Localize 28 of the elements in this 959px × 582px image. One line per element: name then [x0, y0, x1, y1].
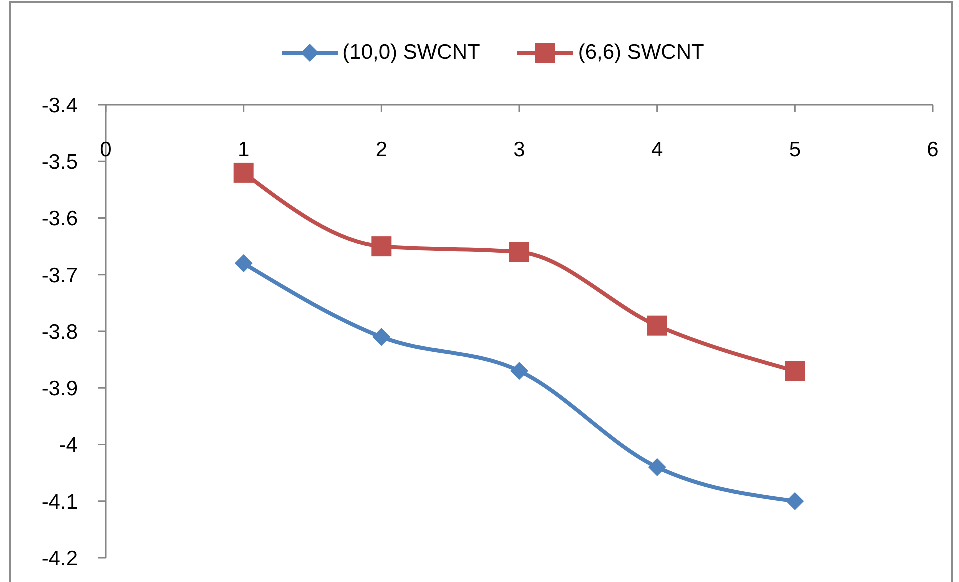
- x-tick-label: 3: [514, 138, 526, 162]
- y-tick-label: -3.8: [42, 320, 78, 344]
- point: [785, 361, 806, 382]
- legend-label: (10,0) SWCNT: [342, 41, 480, 65]
- x-tick-label: 5: [789, 138, 802, 162]
- point: [647, 316, 668, 336]
- point: [234, 254, 253, 273]
- point: [372, 328, 391, 346]
- y-tick-label: -3.6: [42, 208, 78, 231]
- x-tick-label: 1: [238, 138, 250, 162]
- y-tick-label: -4: [59, 434, 78, 458]
- x-tick-label: 6: [927, 138, 939, 162]
- y-tick-label: -3.9: [42, 378, 78, 401]
- x-tick-label: 2: [376, 138, 388, 162]
- point: [786, 492, 804, 510]
- legend-label: (6,6) SWCNT: [578, 41, 704, 65]
- point: [234, 162, 254, 183]
- point: [510, 242, 530, 262]
- point: [372, 236, 392, 257]
- y-tick-label: -3.5: [42, 151, 78, 174]
- point: [648, 458, 666, 476]
- y-tick-label: -3.7: [42, 264, 78, 288]
- y-tick-label: -3.4: [42, 94, 78, 118]
- y-tick-label: -4.2: [42, 547, 78, 570]
- point: [510, 362, 528, 380]
- x-tick-label: 4: [651, 138, 664, 162]
- y-tick-label: -4.1: [42, 490, 78, 514]
- x-tick-label: 0: [100, 138, 112, 162]
